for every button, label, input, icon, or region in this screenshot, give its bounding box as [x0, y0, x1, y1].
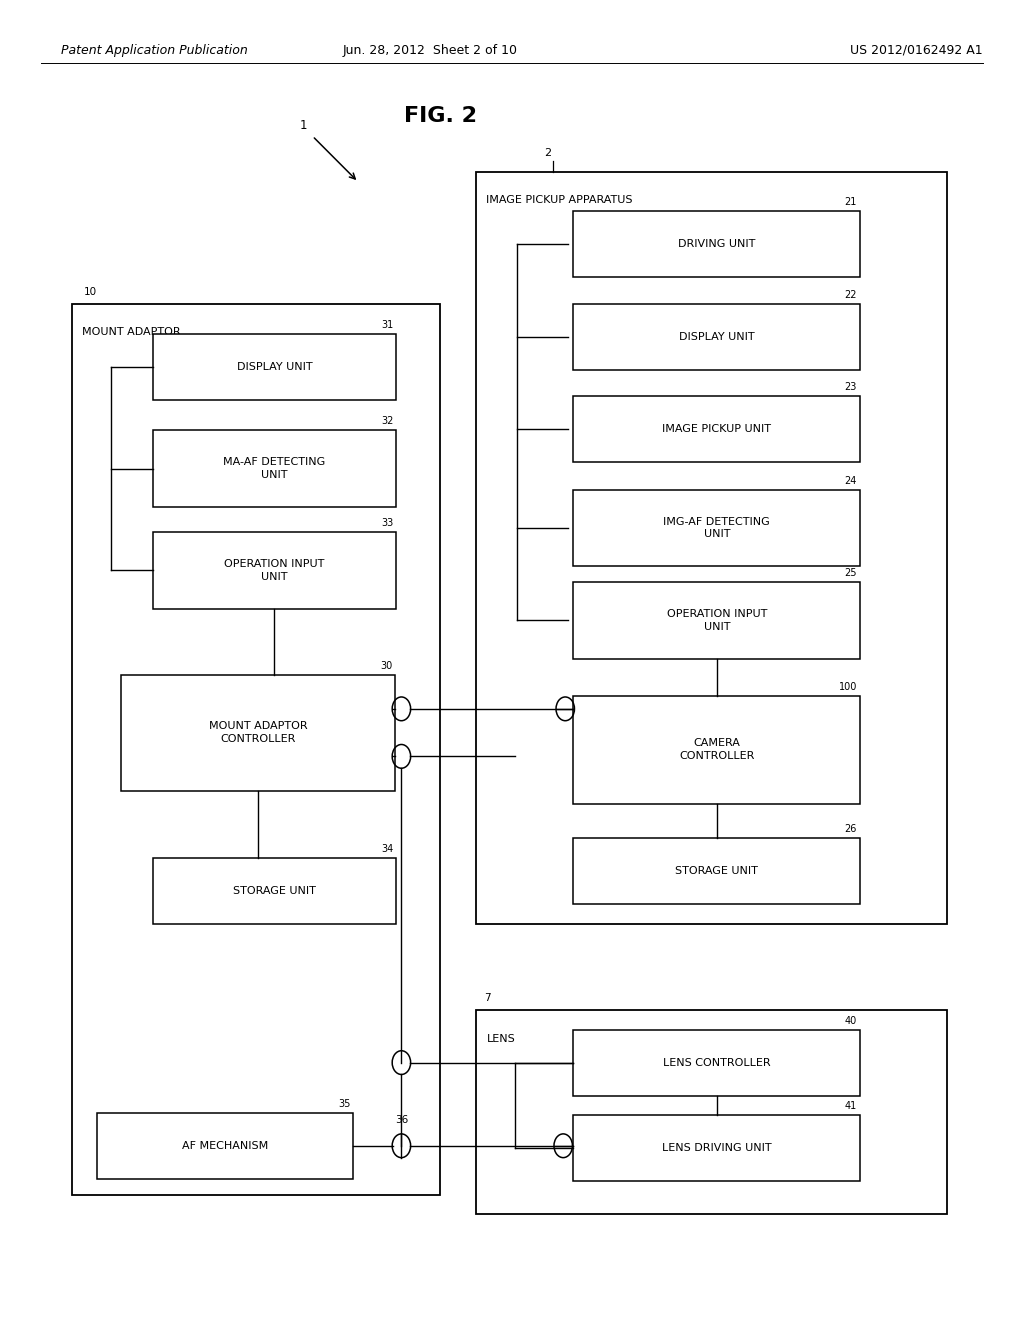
Text: Jun. 28, 2012  Sheet 2 of 10: Jun. 28, 2012 Sheet 2 of 10 [343, 44, 517, 57]
Text: STORAGE UNIT: STORAGE UNIT [233, 886, 315, 896]
Text: 100: 100 [839, 681, 857, 692]
Text: MA-AF DETECTING
UNIT: MA-AF DETECTING UNIT [223, 457, 326, 480]
Text: 22: 22 [845, 289, 857, 300]
FancyBboxPatch shape [573, 838, 860, 904]
Text: 31: 31 [381, 319, 393, 330]
Text: LENS DRIVING UNIT: LENS DRIVING UNIT [662, 1143, 772, 1154]
FancyBboxPatch shape [121, 675, 395, 791]
Text: 36: 36 [395, 1114, 408, 1125]
Text: IMAGE PICKUP UNIT: IMAGE PICKUP UNIT [663, 424, 771, 434]
Text: DISPLAY UNIT: DISPLAY UNIT [679, 331, 755, 342]
FancyBboxPatch shape [573, 211, 860, 277]
FancyBboxPatch shape [573, 304, 860, 370]
Text: 24: 24 [845, 475, 857, 486]
Text: 41: 41 [845, 1101, 857, 1111]
Text: Patent Application Publication: Patent Application Publication [61, 44, 248, 57]
Text: MOUNT ADAPTOR: MOUNT ADAPTOR [82, 327, 180, 338]
Text: 23: 23 [845, 381, 857, 392]
FancyBboxPatch shape [573, 490, 860, 566]
Text: 35: 35 [338, 1098, 350, 1109]
Text: 32: 32 [381, 416, 393, 426]
Text: 26: 26 [845, 824, 857, 834]
FancyBboxPatch shape [72, 304, 440, 1195]
FancyBboxPatch shape [153, 430, 396, 507]
Text: 30: 30 [380, 660, 392, 671]
Text: 25: 25 [845, 568, 857, 578]
Text: CAMERA
CONTROLLER: CAMERA CONTROLLER [679, 738, 755, 762]
Text: US 2012/0162492 A1: US 2012/0162492 A1 [850, 44, 983, 57]
FancyBboxPatch shape [476, 172, 947, 924]
FancyBboxPatch shape [573, 396, 860, 462]
Text: 21: 21 [845, 197, 857, 207]
FancyBboxPatch shape [573, 696, 860, 804]
Text: LENS: LENS [486, 1034, 515, 1044]
Text: 10: 10 [84, 286, 97, 297]
FancyBboxPatch shape [573, 582, 860, 659]
Text: DISPLAY UNIT: DISPLAY UNIT [237, 362, 312, 372]
Text: 7: 7 [484, 993, 490, 1003]
Text: LENS CONTROLLER: LENS CONTROLLER [663, 1057, 771, 1068]
Text: MOUNT ADAPTOR
CONTROLLER: MOUNT ADAPTOR CONTROLLER [209, 721, 307, 744]
Text: 40: 40 [845, 1015, 857, 1026]
Text: 2: 2 [545, 148, 551, 158]
FancyBboxPatch shape [153, 858, 396, 924]
Text: 33: 33 [381, 517, 393, 528]
Text: OPERATION INPUT
UNIT: OPERATION INPUT UNIT [667, 609, 767, 632]
Text: AF MECHANISM: AF MECHANISM [182, 1140, 268, 1151]
Text: OPERATION INPUT
UNIT: OPERATION INPUT UNIT [224, 558, 325, 582]
FancyBboxPatch shape [476, 1010, 947, 1214]
FancyBboxPatch shape [153, 334, 396, 400]
FancyBboxPatch shape [573, 1030, 860, 1096]
FancyBboxPatch shape [153, 532, 396, 609]
Text: 34: 34 [381, 843, 393, 854]
Text: 1: 1 [300, 119, 307, 132]
Text: IMAGE PICKUP APPARATUS: IMAGE PICKUP APPARATUS [486, 195, 633, 206]
Text: IMG-AF DETECTING
UNIT: IMG-AF DETECTING UNIT [664, 516, 770, 540]
FancyBboxPatch shape [573, 1115, 860, 1181]
Text: FIG. 2: FIG. 2 [403, 106, 477, 127]
Text: STORAGE UNIT: STORAGE UNIT [676, 866, 758, 876]
FancyBboxPatch shape [97, 1113, 353, 1179]
Text: DRIVING UNIT: DRIVING UNIT [678, 239, 756, 249]
